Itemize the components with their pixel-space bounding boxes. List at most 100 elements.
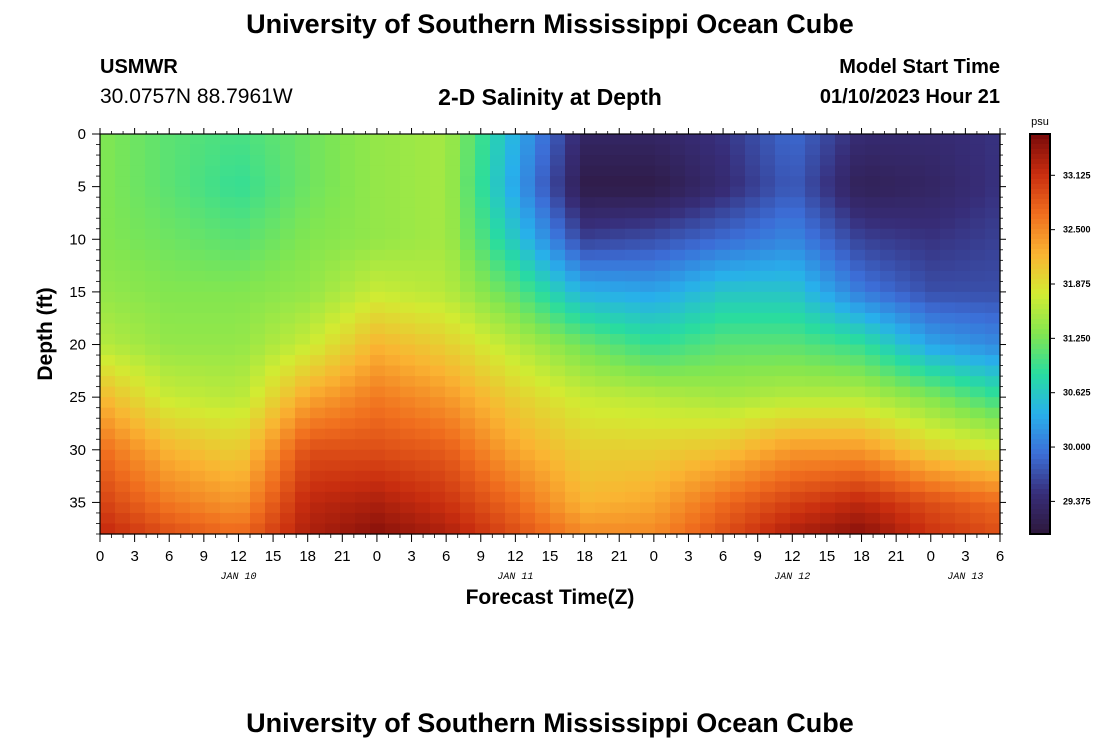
- heatmap-cell: [745, 176, 761, 188]
- heatmap-cell: [895, 481, 911, 493]
- heatmap-cell: [265, 281, 281, 293]
- heatmap-cell: [730, 218, 746, 230]
- heatmap-cell: [445, 291, 461, 304]
- heatmap-cell: [700, 239, 716, 251]
- heatmap-cell: [325, 502, 341, 514]
- day-label: JAN 11: [497, 572, 533, 583]
- heatmap-cell: [160, 407, 176, 419]
- heatmap-cell: [355, 449, 371, 461]
- heatmap-cell: [670, 281, 686, 293]
- heatmap-cell: [145, 481, 161, 493]
- heatmap-cell: [655, 386, 671, 398]
- heatmap-cell: [640, 239, 656, 251]
- heatmap-cell: [940, 470, 956, 482]
- heatmap-cell: [880, 460, 896, 472]
- heatmap-cell: [985, 365, 1001, 377]
- heatmap-cell: [835, 460, 851, 472]
- heatmap-cell: [340, 281, 356, 293]
- heatmap-cell: [340, 428, 356, 440]
- heatmap-cell: [970, 365, 986, 377]
- heatmap-cell: [115, 512, 131, 525]
- heatmap-cell: [775, 376, 791, 388]
- heatmap-cell: [295, 134, 311, 146]
- heatmap-cell: [640, 365, 656, 377]
- heatmap-cell: [670, 428, 686, 440]
- y-tick-label: 5: [78, 179, 86, 196]
- heatmap-cell: [835, 249, 851, 261]
- heatmap-cell: [235, 355, 251, 367]
- heatmap-cell: [580, 512, 596, 525]
- heatmap-cell: [550, 502, 566, 514]
- heatmap-cell: [145, 134, 161, 146]
- heatmap-cell: [100, 155, 116, 167]
- heatmap-cell: [970, 228, 986, 240]
- heatmap-cell: [730, 365, 746, 377]
- heatmap-cell: [475, 365, 491, 377]
- heatmap-cell: [550, 312, 566, 325]
- heatmap-cell: [730, 228, 746, 240]
- heatmap-cell: [370, 228, 386, 240]
- heatmap-cell: [235, 207, 251, 219]
- heatmap-cell: [355, 281, 371, 293]
- heatmap-cell: [985, 344, 1001, 356]
- heatmap-cell: [985, 270, 1001, 282]
- heatmap-cell: [715, 512, 731, 525]
- heatmap-cell: [610, 512, 626, 525]
- heatmap-cell: [925, 239, 941, 251]
- heatmap-cell: [760, 197, 776, 209]
- heatmap-cell: [325, 186, 341, 198]
- heatmap-cell: [355, 512, 371, 525]
- heatmap-cell: [445, 323, 461, 335]
- heatmap-cell: [100, 323, 116, 335]
- heatmap-cell: [475, 218, 491, 230]
- x-tick-label: 9: [200, 548, 208, 565]
- heatmap-cell: [535, 207, 551, 219]
- day-label: JAN 12: [774, 572, 810, 583]
- heatmap-cell: [970, 491, 986, 504]
- x-tick-label: 3: [407, 548, 415, 565]
- x-tick-label: 0: [96, 548, 104, 565]
- heatmap-cell: [370, 491, 386, 504]
- heatmap-cell: [850, 186, 866, 198]
- heatmap-cell: [850, 312, 866, 325]
- heatmap-cell: [640, 155, 656, 167]
- heatmap-cell: [925, 439, 941, 451]
- heatmap-cell: [760, 165, 776, 177]
- heatmap-cell: [655, 407, 671, 419]
- heatmap-cell: [790, 460, 806, 472]
- heatmap-cell: [430, 397, 446, 409]
- heatmap-cell: [910, 239, 926, 251]
- heatmap-cell: [820, 239, 836, 251]
- heatmap-cell: [865, 302, 881, 314]
- heatmap-cell: [100, 344, 116, 356]
- heatmap-cell: [895, 439, 911, 451]
- x-tick-label: 0: [650, 548, 658, 565]
- colorbar-band: [1030, 379, 1050, 385]
- heatmap-cell: [985, 418, 1001, 430]
- heatmap-cell: [475, 344, 491, 356]
- heatmap-cell: [295, 239, 311, 251]
- heatmap-cell: [475, 428, 491, 440]
- heatmap-cell: [700, 228, 716, 240]
- heatmap-cell: [805, 228, 821, 240]
- heatmap-cell: [370, 460, 386, 472]
- heatmap-cell: [355, 302, 371, 314]
- heatmap-cell: [535, 428, 551, 440]
- heatmap-cell: [775, 523, 791, 535]
- heatmap-cell: [775, 365, 791, 377]
- heatmap-cell: [220, 144, 236, 156]
- heatmap-cell: [505, 418, 521, 430]
- colorbar-band: [1030, 279, 1050, 285]
- heatmap-cell: [160, 418, 176, 430]
- heatmap-cell: [355, 439, 371, 451]
- heatmap-cell: [550, 523, 566, 535]
- heatmap-cell: [685, 449, 701, 461]
- heatmap-cell: [655, 302, 671, 314]
- heatmap-cell: [775, 165, 791, 177]
- heatmap-cell: [940, 197, 956, 209]
- heatmap-cell: [940, 481, 956, 493]
- heatmap-cell: [745, 249, 761, 261]
- heatmap-cell: [970, 428, 986, 440]
- heatmap-cell: [505, 197, 521, 209]
- heatmap-cell: [265, 165, 281, 177]
